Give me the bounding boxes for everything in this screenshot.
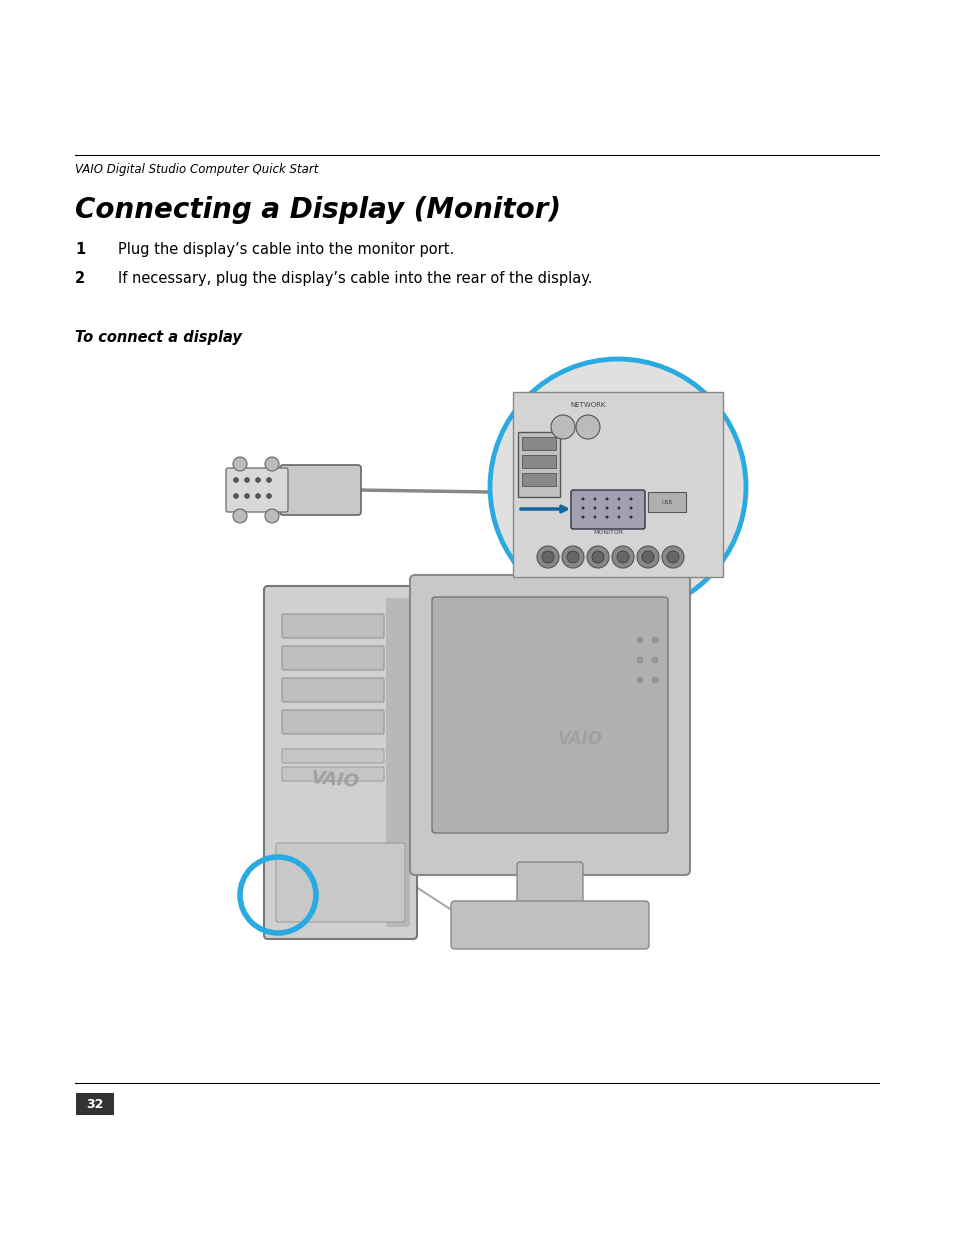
Text: VAIO: VAIO (311, 768, 360, 790)
Circle shape (233, 509, 247, 522)
Circle shape (551, 415, 575, 438)
Circle shape (617, 498, 619, 500)
FancyBboxPatch shape (282, 748, 384, 763)
Circle shape (605, 515, 608, 519)
Text: VAIO Digital Studio Computer Quick Start: VAIO Digital Studio Computer Quick Start (75, 163, 318, 177)
Text: 2: 2 (75, 270, 85, 287)
Circle shape (581, 515, 584, 519)
Circle shape (661, 546, 683, 568)
Circle shape (651, 637, 658, 643)
FancyBboxPatch shape (517, 432, 559, 496)
Circle shape (629, 498, 632, 500)
Circle shape (605, 498, 608, 500)
Circle shape (244, 478, 250, 483)
Text: Plug the display’s cable into the monitor port.: Plug the display’s cable into the monito… (118, 242, 454, 257)
Circle shape (265, 509, 278, 522)
Circle shape (581, 498, 584, 500)
FancyBboxPatch shape (282, 767, 384, 781)
FancyBboxPatch shape (647, 492, 685, 513)
Text: 32: 32 (86, 1098, 104, 1110)
FancyBboxPatch shape (513, 391, 722, 577)
FancyBboxPatch shape (282, 710, 384, 734)
FancyBboxPatch shape (282, 614, 384, 638)
Circle shape (612, 546, 634, 568)
Circle shape (637, 677, 642, 683)
Circle shape (265, 457, 278, 471)
FancyBboxPatch shape (432, 597, 667, 832)
FancyBboxPatch shape (280, 466, 360, 515)
Text: Connecting a Display (Monitor): Connecting a Display (Monitor) (75, 196, 560, 224)
FancyBboxPatch shape (282, 646, 384, 671)
Circle shape (541, 551, 554, 563)
Circle shape (651, 677, 658, 683)
Text: 1: 1 (75, 242, 85, 257)
Circle shape (266, 494, 272, 499)
Circle shape (581, 506, 584, 510)
Text: MONITOR: MONITOR (593, 530, 622, 535)
Circle shape (233, 494, 238, 499)
Text: VAIO: VAIO (557, 730, 601, 748)
Circle shape (605, 506, 608, 510)
Circle shape (593, 515, 596, 519)
FancyBboxPatch shape (282, 678, 384, 701)
FancyBboxPatch shape (571, 490, 644, 529)
FancyBboxPatch shape (451, 902, 648, 948)
Circle shape (617, 515, 619, 519)
Circle shape (566, 551, 578, 563)
Circle shape (651, 657, 658, 663)
FancyBboxPatch shape (521, 437, 556, 450)
Circle shape (255, 494, 260, 499)
FancyBboxPatch shape (521, 473, 556, 487)
Circle shape (629, 506, 632, 510)
Text: If necessary, plug the display’s cable into the rear of the display.: If necessary, plug the display’s cable i… (118, 270, 592, 287)
Circle shape (629, 515, 632, 519)
Circle shape (593, 498, 596, 500)
FancyBboxPatch shape (410, 576, 689, 876)
Circle shape (255, 478, 260, 483)
Circle shape (637, 546, 659, 568)
Text: To connect a display: To connect a display (75, 330, 242, 345)
Circle shape (233, 457, 247, 471)
Circle shape (537, 546, 558, 568)
Circle shape (490, 359, 745, 615)
FancyBboxPatch shape (386, 598, 410, 927)
Circle shape (266, 478, 272, 483)
Circle shape (617, 506, 619, 510)
FancyBboxPatch shape (226, 468, 288, 513)
FancyBboxPatch shape (264, 585, 416, 939)
FancyBboxPatch shape (521, 454, 556, 468)
Circle shape (666, 551, 679, 563)
FancyBboxPatch shape (76, 1093, 113, 1115)
Circle shape (617, 551, 628, 563)
Circle shape (576, 415, 599, 438)
Circle shape (637, 657, 642, 663)
Text: USB: USB (660, 499, 672, 505)
Circle shape (637, 637, 642, 643)
FancyBboxPatch shape (517, 862, 582, 913)
Circle shape (233, 478, 238, 483)
Circle shape (592, 551, 603, 563)
Circle shape (593, 506, 596, 510)
Text: NETWORK: NETWORK (570, 403, 605, 408)
Circle shape (641, 551, 654, 563)
Circle shape (561, 546, 583, 568)
FancyBboxPatch shape (275, 844, 405, 923)
Circle shape (244, 494, 250, 499)
Circle shape (586, 546, 608, 568)
